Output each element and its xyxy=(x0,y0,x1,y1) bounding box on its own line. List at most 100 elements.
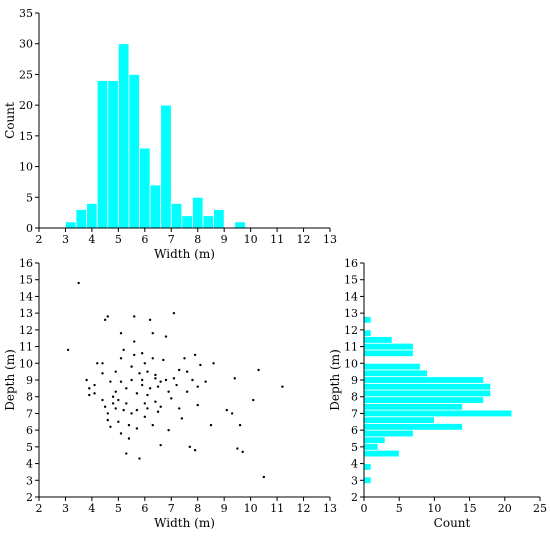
scatter-x-tick-label: 5 xyxy=(115,502,122,515)
depth-histogram-x-axis-title: Count xyxy=(434,516,471,530)
scatter-point xyxy=(85,378,88,382)
width-histogram-bar xyxy=(170,203,183,229)
scatter-point xyxy=(225,408,229,412)
scatter-point xyxy=(135,392,139,395)
width-histogram-bar xyxy=(96,80,109,229)
scatter-point xyxy=(143,415,147,418)
scatter-point xyxy=(138,372,141,375)
width-histogram-y-tick-label: 30 xyxy=(19,38,33,51)
scatter-point xyxy=(159,443,162,447)
width-histogram-y-tick-label: 0 xyxy=(26,222,33,235)
scatter-y-tick-label: 13 xyxy=(19,307,33,320)
scatter-point xyxy=(133,315,136,318)
scatter-y-tick-label: 9 xyxy=(26,374,33,387)
scatter-point xyxy=(119,432,123,435)
scatter-y-tick-label: 5 xyxy=(26,441,33,454)
scatter-point xyxy=(167,428,170,432)
scatter-point xyxy=(106,418,109,422)
scatter-point xyxy=(151,332,154,335)
scatter-point xyxy=(130,365,133,368)
depth-histogram-bar xyxy=(363,402,463,411)
scatter-point xyxy=(159,380,162,383)
scatter-point xyxy=(164,335,168,338)
depth-histogram-bar xyxy=(363,449,400,458)
scatter-point xyxy=(127,437,131,440)
scatter-point xyxy=(209,423,213,427)
width-histogram-bar xyxy=(234,221,246,229)
scatter-point xyxy=(96,362,99,365)
scatter-point xyxy=(154,377,157,380)
width-histogram-y-tick-label: 25 xyxy=(19,68,33,81)
scatter-y-tick-label: 7 xyxy=(26,407,33,420)
width-histogram-y-tick-label: 5 xyxy=(26,191,33,204)
width-histogram-bar xyxy=(160,104,172,229)
scatter-point xyxy=(101,362,104,365)
depth-histogram-y-tick-label: 4 xyxy=(351,458,358,471)
depth-histogram-bar xyxy=(363,409,513,418)
width-histogram-x-axis-title: Width (m) xyxy=(154,247,215,261)
width-histogram-bar xyxy=(213,209,225,229)
width-histogram-y-tick-label: 35 xyxy=(19,7,33,20)
depth-histogram-y-tick-label: 3 xyxy=(351,474,358,487)
scatter-point xyxy=(114,407,117,410)
scatter-point xyxy=(111,395,115,398)
width-histogram-y-tick-label: 10 xyxy=(19,161,33,174)
scatter-point xyxy=(262,475,266,479)
scatter-point xyxy=(252,398,255,402)
scatter-point xyxy=(172,377,176,380)
scatter-point xyxy=(230,412,234,415)
scatter-x-tick-label: 10 xyxy=(244,502,258,515)
scatter-x-tick-label: 11 xyxy=(270,502,284,515)
width-histogram-bar xyxy=(149,184,162,229)
scatter-y-tick-label: 3 xyxy=(26,474,33,487)
scatter-x-tick-label: 7 xyxy=(168,502,175,515)
scatter-point xyxy=(196,385,199,388)
depth-histogram-x-tick-label: 0 xyxy=(361,502,368,515)
depth-histogram-bar xyxy=(363,369,428,378)
depth-histogram-y-tick-label: 11 xyxy=(344,341,358,354)
scatter-point xyxy=(178,407,181,410)
depth-histogram-x-tick-label: 10 xyxy=(427,502,441,515)
scatter-point xyxy=(125,387,128,390)
depth-histogram-bar xyxy=(363,349,414,357)
scatter-point xyxy=(238,423,242,427)
scatter-x-tick-label: 12 xyxy=(297,502,311,515)
scatter-x-axis-title: Width (m) xyxy=(154,516,215,530)
scatter-point xyxy=(178,368,181,372)
scatter-y-tick-label: 15 xyxy=(19,274,33,287)
scatter-point xyxy=(162,358,165,362)
scatter-point xyxy=(88,393,91,397)
depth-histogram-y-axis-title: Depth (m) xyxy=(328,349,342,411)
depth-histogram-bar xyxy=(363,316,372,324)
scatter-point xyxy=(170,397,173,400)
scatter-point xyxy=(122,348,125,352)
scatter-point xyxy=(114,390,117,393)
scatter-point xyxy=(106,412,109,415)
width-histogram-x-tick-label: 11 xyxy=(270,233,284,246)
scatter-point xyxy=(146,393,149,397)
scatter-y-tick-label: 14 xyxy=(19,290,33,303)
depth-histogram-y-tick-label: 14 xyxy=(344,290,358,303)
scatter-point xyxy=(146,407,149,410)
depth-histogram-bar xyxy=(363,416,435,424)
scatter-point xyxy=(117,420,120,423)
scatter-x-tick-label: 3 xyxy=(62,502,69,515)
scatter-point xyxy=(167,390,170,393)
scatter-x-tick-label: 6 xyxy=(141,502,148,515)
width-histogram-x-tick-label: 4 xyxy=(88,233,95,246)
scatter-point xyxy=(140,383,144,387)
scatter-y-tick-label: 12 xyxy=(19,324,33,337)
depth-histogram-y-tick-label: 2 xyxy=(351,491,358,504)
scatter-point xyxy=(125,402,128,405)
scatter-point xyxy=(109,425,112,428)
scatter-x-tick-label: 13 xyxy=(323,502,337,515)
depth-histogram-bar xyxy=(363,336,393,344)
depth-histogram-y-tick-label: 15 xyxy=(344,274,358,287)
scatter-point xyxy=(236,447,239,450)
depth-histogram-y-tick-label: 9 xyxy=(351,374,358,387)
width-histogram-x-tick-label: 5 xyxy=(115,233,122,246)
scatter-y-tick-label: 8 xyxy=(26,391,33,404)
depth-histogram-bar xyxy=(363,376,485,384)
scatter-point xyxy=(196,403,199,407)
scatter-point xyxy=(159,405,162,408)
